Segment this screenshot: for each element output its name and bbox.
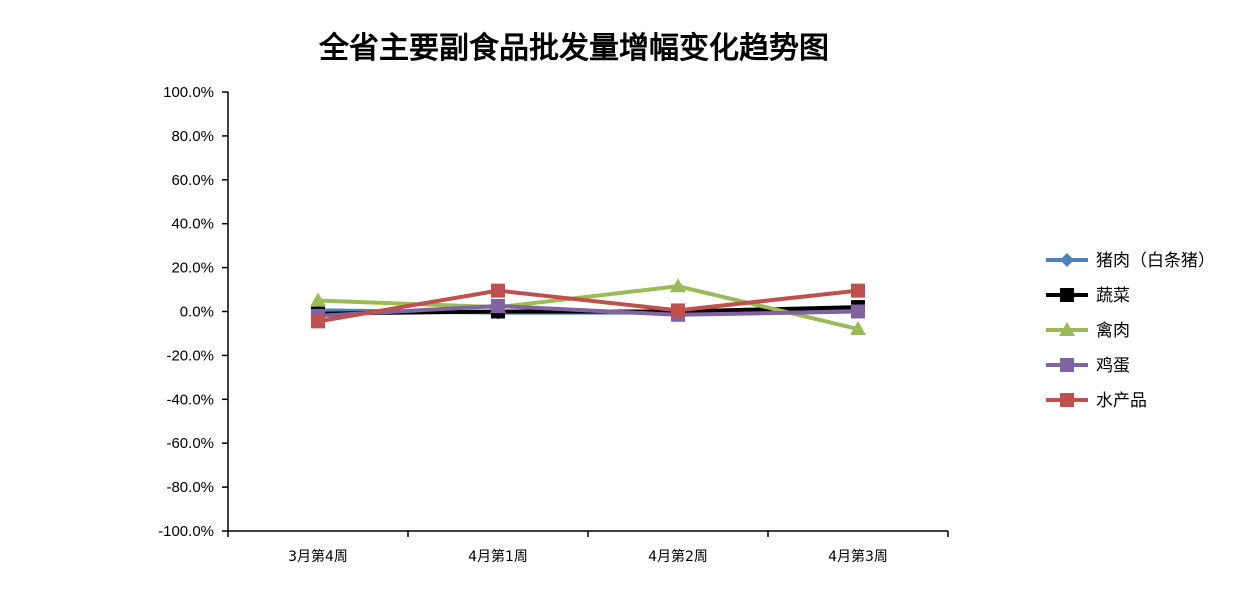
legend-marker <box>1060 393 1074 407</box>
x-tick-label: 4月第2周 <box>648 548 708 565</box>
y-tick-label: 80.0% <box>171 128 214 145</box>
series-2 <box>310 278 866 336</box>
y-tick-label: 100.0% <box>163 84 214 101</box>
series-layer <box>310 278 866 336</box>
legend-label: 鸡蛋 <box>1096 356 1130 376</box>
legend-item: 猪肉（白条猪） <box>1046 251 1215 271</box>
x-tick-label: 3月第4周 <box>288 548 348 565</box>
y-tick-label: -40.0% <box>166 391 214 408</box>
axes: 100.0% 80.0% 60.0% 40.0% 20.0% 0.0% -20.0% -40.… <box>158 84 949 565</box>
legend-item: 禽肉 <box>1046 321 1130 341</box>
series-line <box>317 304 859 318</box>
y-tick-label: 60.0% <box>171 172 214 189</box>
legend-marker <box>1060 358 1074 372</box>
legend-item: 蔬菜 <box>1046 286 1130 306</box>
data-point <box>491 299 505 314</box>
data-point <box>491 283 505 298</box>
legend-marker <box>1060 253 1074 267</box>
series-line <box>317 288 859 324</box>
y-tick-label: 20.0% <box>171 260 214 277</box>
legend-marker <box>1060 288 1074 302</box>
y-tick-label: -60.0% <box>166 435 214 452</box>
data-point <box>851 304 865 319</box>
legend-label: 蔬菜 <box>1096 286 1130 306</box>
legend-marker <box>1059 322 1075 336</box>
legend-item: 鸡蛋 <box>1046 356 1130 376</box>
legend-label: 禽肉 <box>1096 321 1130 341</box>
legend-item: 水产品 <box>1046 391 1147 411</box>
y-tick-label: -100.0% <box>158 523 214 540</box>
legend-label: 水产品 <box>1096 391 1147 411</box>
data-point <box>671 303 685 318</box>
y-tick-label: 40.0% <box>171 216 214 233</box>
series-line <box>317 284 859 332</box>
y-tick-label: 0.0% <box>180 304 214 321</box>
data-point <box>310 292 326 307</box>
series-4 <box>311 283 865 329</box>
x-tick-label: 4月第1周 <box>468 548 528 565</box>
data-point <box>670 278 686 293</box>
chart-title: 全省主要副食品批发量增幅变化趋势图 <box>318 31 829 66</box>
data-point <box>851 283 865 298</box>
y-tick-label: -20.0% <box>166 347 214 364</box>
y-tick-label: -80.0% <box>166 479 214 496</box>
data-point <box>311 314 325 329</box>
x-tick-label: 4月第3周 <box>828 548 888 565</box>
legend-label: 猪肉（白条猪） <box>1096 251 1215 271</box>
data-point <box>850 321 866 336</box>
